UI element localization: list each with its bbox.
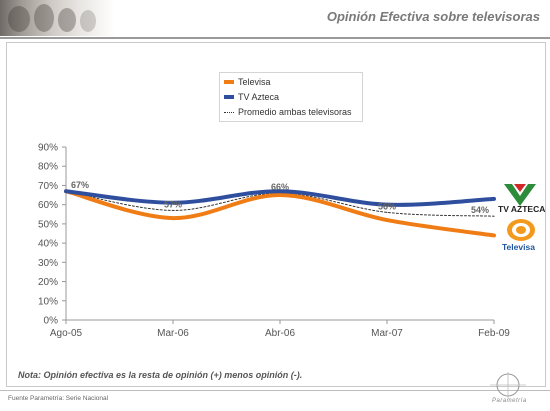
- x-tick-label: Ago-05: [50, 328, 83, 339]
- data-point-tv-azteca: [279, 190, 281, 192]
- data-point-televisa: [172, 217, 174, 219]
- chart-frame: [6, 42, 546, 387]
- y-tick-label: 70%: [38, 181, 58, 192]
- parametria-logo-mark: [490, 372, 526, 398]
- source-text: Fuente Parametría: Serie Nacional: [8, 395, 109, 402]
- data-point-tv-azteca: [172, 202, 174, 204]
- data-point-tv-azteca: [386, 204, 388, 206]
- legend-label-tv-azteca: TV Azteca: [238, 92, 280, 102]
- legend-item-televisa: Televisa: [224, 76, 271, 88]
- y-tick-label: 0%: [44, 316, 59, 327]
- data-point-televisa: [386, 219, 388, 221]
- data-point-promedio-ambas-televisoras: [386, 211, 388, 213]
- legend-label-promedio: Promedio ambas televisoras: [238, 107, 352, 117]
- header-bar: Opinión Efectiva sobre televisoras: [0, 0, 550, 39]
- data-point-promedio-ambas-televisoras: [493, 215, 495, 217]
- y-tick-label: 90%: [38, 143, 58, 154]
- x-tick-label: Mar-06: [157, 328, 189, 339]
- y-tick-label: 40%: [38, 239, 58, 250]
- legend-swatch-promedio: [224, 111, 234, 113]
- page-title: Opinión Efectiva sobre televisoras: [326, 9, 540, 24]
- data-point-promedio-ambas-televisoras: [172, 209, 174, 211]
- x-tick-label: Mar-07: [371, 328, 403, 339]
- data-label: 54%: [471, 205, 489, 215]
- chart-legend: Televisa TV Azteca Promedio ambas televi…: [219, 72, 363, 122]
- legend-item-tv-azteca: TV Azteca: [224, 91, 279, 103]
- televisa-logo-mark: [507, 219, 535, 241]
- data-label: 67%: [71, 180, 89, 190]
- tv-azteca-logo: TV AZTECA: [498, 184, 546, 216]
- x-tick-label: Feb-09: [478, 328, 510, 339]
- legend-swatch-televisa: [224, 80, 234, 84]
- tv-azteca-logo-text: TV AZTECA: [498, 204, 546, 214]
- data-point-televisa: [279, 194, 281, 196]
- x-tick-label: Abr-06: [265, 328, 295, 339]
- legend-swatch-tv-azteca: [224, 95, 234, 99]
- y-tick-label: 50%: [38, 219, 58, 230]
- data-label: 57%: [164, 199, 182, 209]
- data-point-tv-azteca: [493, 198, 495, 200]
- y-tick-label: 10%: [38, 296, 58, 307]
- legend-label-televisa: Televisa: [238, 77, 271, 87]
- y-tick-label: 80%: [38, 162, 58, 173]
- header-photo: [0, 0, 115, 36]
- data-label: 66%: [271, 182, 289, 192]
- header-divider: [0, 37, 550, 39]
- parametria-logo-text: Parametría: [492, 398, 527, 404]
- televisa-logo: Televisa: [502, 218, 542, 254]
- footer-divider: [0, 390, 550, 391]
- footnote: Nota: Opinión efectiva es la resta de op…: [18, 370, 303, 380]
- legend-item-promedio: Promedio ambas televisoras: [224, 106, 352, 118]
- data-point-televisa: [493, 234, 495, 236]
- data-point-tv-azteca: [65, 190, 67, 192]
- televisa-logo-text: Televisa: [502, 242, 535, 252]
- y-tick-label: 20%: [38, 277, 58, 288]
- data-label: 56%: [378, 201, 396, 211]
- tv-azteca-logo-mark: [504, 184, 536, 206]
- y-tick-label: 60%: [38, 200, 58, 211]
- y-tick-label: 30%: [38, 258, 58, 269]
- parametria-logo: Parametría: [490, 372, 546, 408]
